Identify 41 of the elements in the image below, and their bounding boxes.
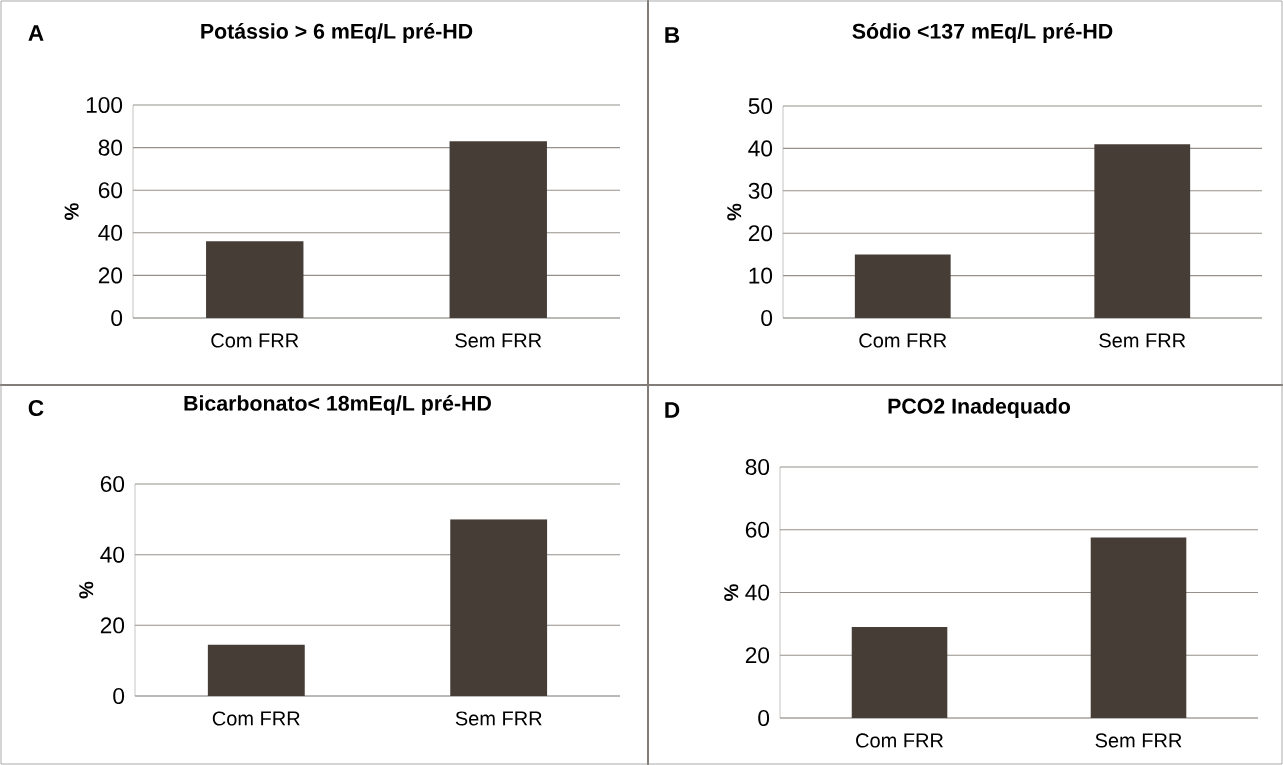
- text: A: [28, 25, 44, 41]
- y-tick-label: 80: [745, 458, 770, 476]
- y-tick-label: 40: [98, 224, 123, 241]
- y-axis-title: %: [724, 584, 739, 601]
- y-tick-label: 40: [745, 584, 770, 601]
- y-tick-label: 20: [745, 647, 770, 664]
- y-tick-label: 100: [86, 96, 123, 114]
- chart-title: Sódio <137 mEq/L pré-HD: [852, 22, 1113, 44]
- x-tick-label: Sem FRR: [455, 333, 542, 348]
- y-tick-label: 20: [98, 267, 123, 284]
- y-tick-label: 0: [758, 709, 770, 727]
- y-tick-label: 50: [748, 97, 773, 115]
- y-tick-label: 30: [748, 182, 773, 199]
- y-tick-label: 40: [748, 140, 773, 157]
- y-axis-title: %: [727, 203, 742, 221]
- x-tick-label: Sem FRR: [1099, 333, 1186, 348]
- y-tick-label: 40: [100, 546, 125, 563]
- text: D: [665, 402, 680, 418]
- y-tick-label: 80: [98, 139, 123, 156]
- x-tick-label: Sem FRR: [455, 711, 542, 726]
- chart-title: Bicarbonato< 18mEq/L pré-HD: [184, 394, 491, 416]
- y-tick-label: 20: [100, 617, 125, 634]
- chart-title: PCO2 Inadequado: [888, 398, 1071, 418]
- text: B: [665, 27, 680, 43]
- x-tick-label: Com FRR: [859, 333, 947, 348]
- x-tick-label: Com FRR: [212, 711, 300, 726]
- y-tick-label: 0: [113, 687, 125, 705]
- x-tick-label: Com FRR: [856, 733, 943, 748]
- y-tick-label: 60: [100, 475, 125, 493]
- y-axis-title: %: [79, 581, 94, 599]
- y-axis-title: %: [64, 203, 79, 220]
- y-tick-label: 10: [749, 267, 773, 284]
- y-tick-label: 20: [748, 225, 773, 242]
- y-tick-label: 0: [761, 309, 773, 327]
- x-tick-label: Sem FRR: [1095, 733, 1182, 748]
- text: C: [28, 399, 44, 417]
- y-tick-label: 60: [745, 521, 770, 538]
- y-tick-label: 0: [111, 309, 123, 327]
- chart-title: Potássio > 6 mEq/L pré-HD: [201, 22, 473, 44]
- x-tick-label: Com FRR: [211, 333, 299, 348]
- y-tick-label: 60: [98, 182, 123, 199]
